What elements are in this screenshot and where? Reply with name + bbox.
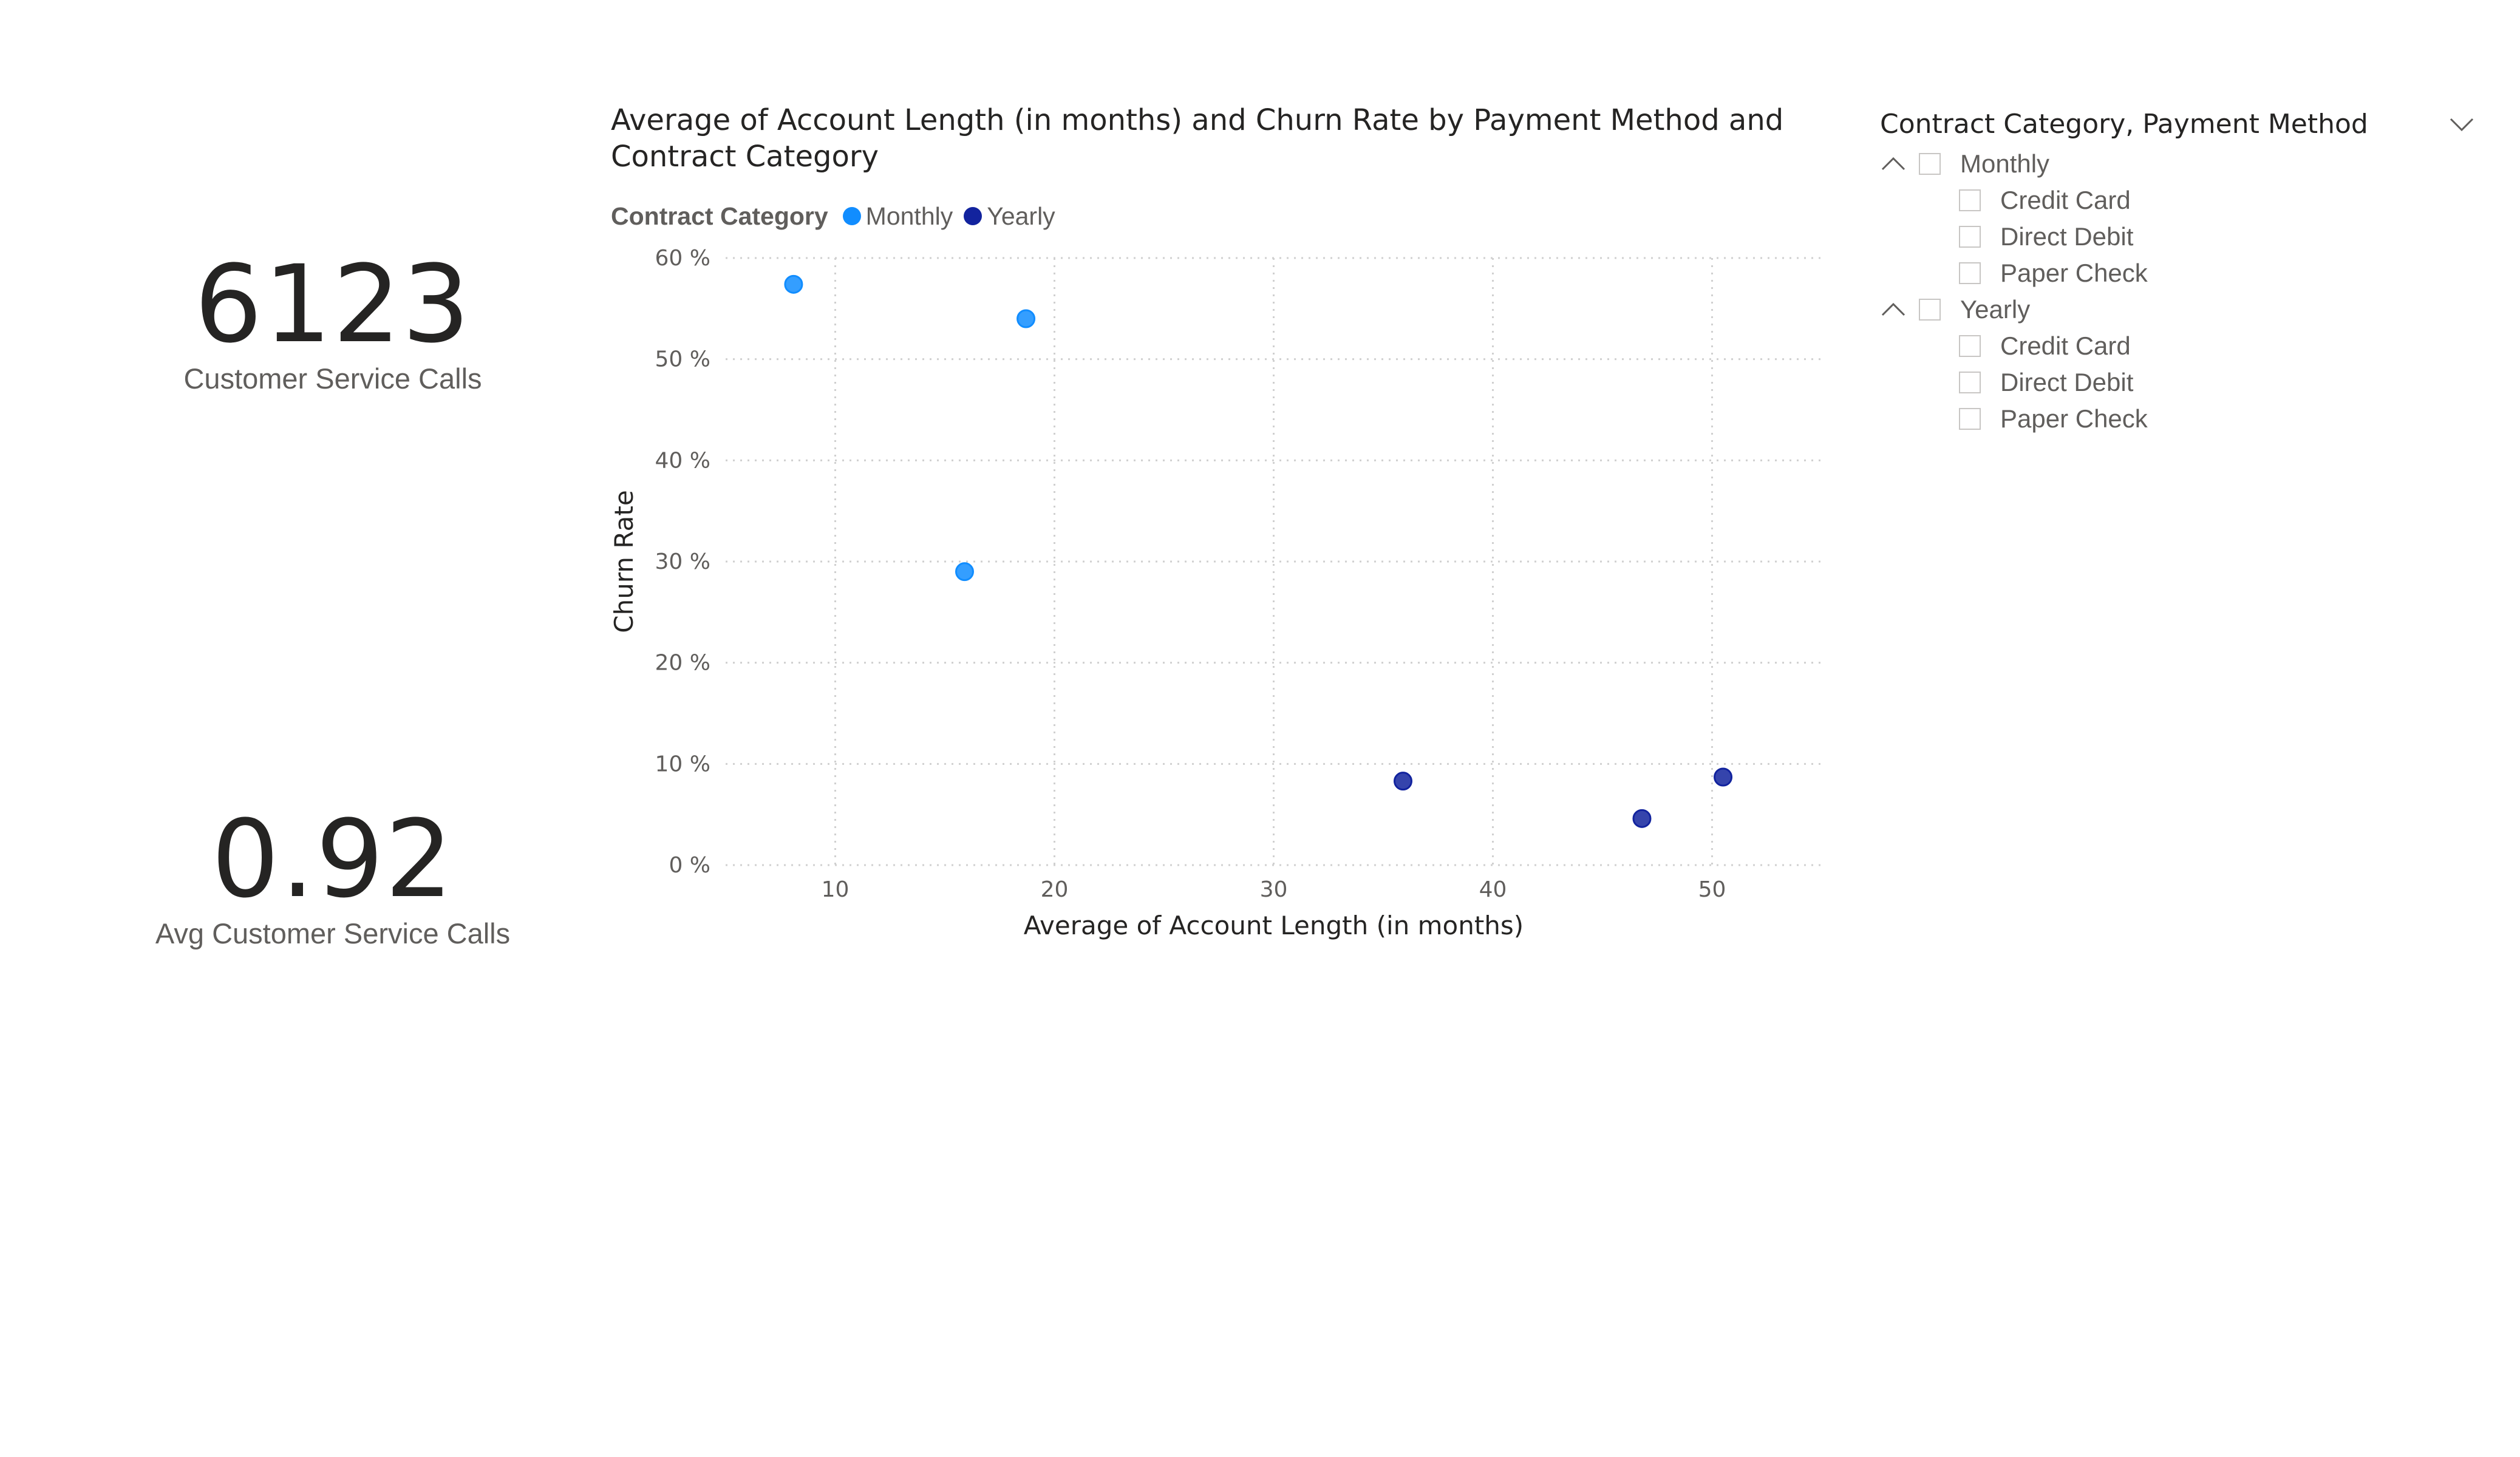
slicer-item-yearly-paper-check[interactable]: Paper Check (1880, 401, 2475, 437)
kpi-value: 0.92 (211, 797, 454, 922)
slicer-item-monthly-credit-card[interactable]: Credit Card (1880, 182, 2475, 219)
x-tick-label: 30 (1260, 877, 1288, 902)
slicer-list: Monthly Credit Card Direct Debit Paper C… (1880, 146, 2475, 437)
y-axis-title: Churn Rate (609, 490, 639, 633)
checkbox[interactable] (1959, 335, 1981, 357)
kpi-label: Customer Service Calls (183, 362, 482, 395)
kpi-card-customer-service-calls: 6123 Customer Service Calls (0, 251, 666, 395)
kpi-label: Avg Customer Service Calls (155, 917, 511, 949)
chevron-up-icon[interactable] (1880, 156, 1907, 172)
data-point-monthly[interactable] (1017, 309, 1036, 328)
x-axis-title: Average of Account Length (in months) (1024, 911, 1524, 940)
chart-legend: Contract Category Monthly Yearly (611, 198, 1066, 234)
checkbox[interactable] (1959, 226, 1981, 248)
slicer-header[interactable]: Contract Category, Payment Method (1880, 103, 2475, 146)
x-tick-label: 10 (822, 877, 850, 902)
slicer-item-label: Credit Card (2000, 186, 2131, 214)
legend-item-yearly[interactable]: Yearly (964, 202, 1055, 231)
slicer-item-label: Credit Card (2000, 331, 2131, 360)
data-point-yearly[interactable] (1632, 809, 1652, 828)
scatter-plot-area: 0 % 10 % 20 % 30 % 40 % 50 % 60 % 10 20 30 40 50 Ave… (609, 246, 1822, 940)
legend-label-yearly: Yearly (987, 202, 1055, 230)
checkbox[interactable] (1919, 299, 1941, 321)
chevron-up-icon[interactable] (1880, 302, 1907, 318)
checkbox[interactable] (1959, 408, 1981, 430)
checkbox[interactable] (1959, 189, 1981, 211)
slicer-item-monthly-paper-check[interactable]: Paper Check (1880, 255, 2475, 291)
slicer-item-yearly-credit-card[interactable]: Credit Card (1880, 328, 2475, 364)
slicer-item-label: Direct Debit (2000, 368, 2134, 396)
slicer-group-yearly[interactable]: Yearly (1880, 291, 2475, 328)
legend-title: Contract Category (611, 202, 828, 230)
y-tick-label: 10 % (655, 752, 710, 776)
y-tick-label: 40 % (655, 448, 710, 473)
y-tick-label: 50 % (655, 347, 710, 372)
slicer-group-monthly[interactable]: Monthly (1880, 146, 2475, 182)
chart-title: Average of Account Length (in months) an… (611, 103, 1784, 174)
slicer-item-monthly-direct-debit[interactable]: Direct Debit (1880, 219, 2475, 255)
y-tick-label: 60 % (655, 246, 710, 271)
y-tick-label: 20 % (655, 651, 710, 676)
legend-marker-monthly (842, 207, 861, 225)
slicer-item-label: Paper Check (2000, 404, 2148, 433)
slicer-contract-category-payment-method: Contract Category, Payment Method Monthl… (1880, 103, 2475, 437)
checkbox[interactable] (1959, 262, 1981, 284)
x-tick-label: 40 (1479, 877, 1507, 902)
slicer-item-label: Yearly (1960, 295, 2031, 324)
kpi-card-avg-customer-service-calls: 0.92 Avg Customer Service Calls (0, 806, 666, 950)
kpi-value: 6123 (194, 242, 471, 367)
legend-label-monthly: Monthly (865, 202, 953, 230)
y-tick-label: 0 % (669, 853, 710, 878)
data-point-yearly[interactable] (1393, 772, 1412, 791)
legend-item-monthly[interactable]: Monthly (842, 202, 953, 231)
checkbox[interactable] (1959, 372, 1981, 393)
x-tick-label: 20 (1041, 877, 1069, 902)
legend-marker-yearly (964, 207, 982, 225)
checkbox[interactable] (1919, 153, 1941, 175)
scatter-chart-visual[interactable]: Average of Account Length (in months) an… (607, 91, 1858, 953)
slicer-item-label: Paper Check (2000, 259, 2148, 287)
chevron-down-icon[interactable] (2448, 117, 2475, 132)
data-point-yearly[interactable] (1714, 767, 1733, 787)
data-point-monthly[interactable] (955, 562, 974, 582)
slicer-item-label: Monthly (1960, 149, 2050, 178)
y-tick-label: 30 % (655, 549, 710, 574)
slicer-item-yearly-direct-debit[interactable]: Direct Debit (1880, 364, 2475, 401)
slicer-item-label: Direct Debit (2000, 222, 2134, 251)
x-tick-label: 50 (1698, 877, 1726, 902)
slicer-title: Contract Category, Payment Method (1880, 109, 2368, 140)
data-point-monthly[interactable] (784, 274, 803, 294)
